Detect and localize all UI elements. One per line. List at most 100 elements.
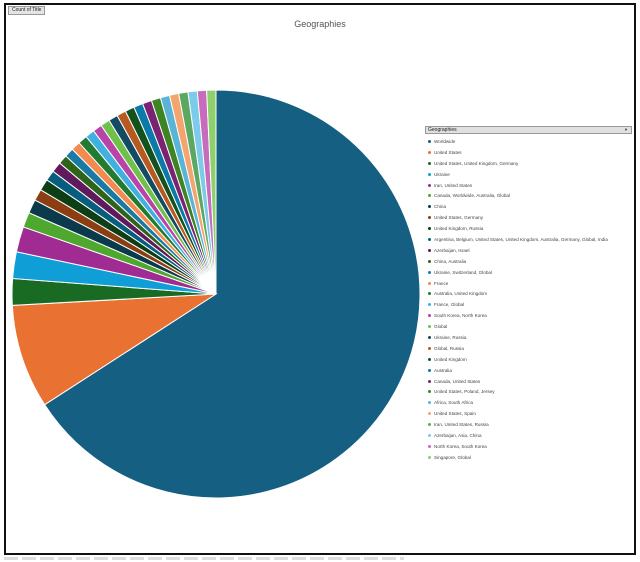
- legend-item[interactable]: Iran, United States: [425, 180, 632, 191]
- legend-item[interactable]: United States, Poland, Jersey: [425, 386, 632, 397]
- legend-label: United States, United Kingdom, Germany: [434, 160, 519, 166]
- legend-label: Australia, United Kingdom: [434, 291, 488, 297]
- legend-item[interactable]: Argentina, Belgium, United States, Unite…: [425, 234, 632, 245]
- legend-swatch-icon: [428, 368, 431, 372]
- legend-swatch-icon: [428, 270, 431, 274]
- pie-slice-29[interactable]: [206, 89, 217, 295]
- legend-item[interactable]: China, Australia: [425, 256, 632, 267]
- legend-swatch-icon: [428, 346, 431, 350]
- legend-item[interactable]: France, Global: [425, 299, 632, 310]
- legend-label: United States, Spain: [434, 411, 476, 417]
- legend-item[interactable]: United States, Germany: [425, 212, 632, 223]
- legend-swatch-icon: [428, 423, 431, 427]
- legend-swatch-icon: [428, 401, 431, 405]
- legend-label: South Korea, North Korea: [434, 313, 487, 319]
- legend-label: Ukraine: [434, 171, 450, 177]
- legend-item[interactable]: United States, Spain: [425, 408, 632, 419]
- legend-list: Worldwide United States United States, Uni…: [425, 136, 632, 463]
- legend-item[interactable]: Canada, Worldwide, Australia, Global: [425, 190, 632, 201]
- legend-label: North Korea, South Korea: [434, 443, 487, 449]
- legend-swatch-icon: [428, 314, 431, 318]
- legend-label: United States, Germany: [434, 215, 484, 221]
- legend-item[interactable]: China: [425, 201, 632, 212]
- legend-label: Iran, United States, Russia: [434, 422, 489, 428]
- legend-swatch-icon: [428, 248, 431, 252]
- pie-slice-1[interactable]: [11, 293, 218, 406]
- legend-swatch-icon: [428, 161, 431, 165]
- legend-swatch-icon: [428, 303, 431, 307]
- legend-item[interactable]: Australia, United Kingdom: [425, 288, 632, 299]
- legend-label: Ukraine, Russia: [434, 334, 467, 340]
- legend-label: China, Australia: [434, 258, 467, 264]
- legend-swatch-icon: [428, 335, 431, 339]
- legend-label: United Kingdom, Russia: [434, 226, 484, 232]
- legend-swatch-icon: [428, 325, 431, 329]
- legend-label: Ukraine, Switzerland, Global: [434, 269, 492, 275]
- legend-swatch-icon: [428, 259, 431, 263]
- legend-label: Canada, Worldwide, Australia, Global: [434, 193, 511, 199]
- legend-label: Argentina, Belgium, United States, Unite…: [434, 236, 608, 242]
- legend-label: Canada, United States: [434, 378, 481, 384]
- legend-label: Australia: [434, 367, 452, 373]
- taskbar-strip: [4, 557, 404, 560]
- legend-item[interactable]: Australia: [425, 365, 632, 376]
- legend-item[interactable]: Africa, South Africa: [425, 397, 632, 408]
- pie-slice-0[interactable]: [43, 89, 421, 499]
- legend-item[interactable]: Ukraine, Russia: [425, 332, 632, 343]
- legend-swatch-icon: [428, 357, 431, 361]
- legend-swatch-icon: [428, 281, 431, 285]
- legend-item[interactable]: United States: [425, 147, 632, 158]
- legend-filter-dropdown[interactable]: Geographies ▼: [425, 126, 632, 134]
- legend-item[interactable]: Ukraine, Switzerland, Global: [425, 267, 632, 278]
- legend-label: Global, Russia: [434, 345, 464, 351]
- legend-title: Geographies: [428, 127, 457, 133]
- chart-title: Geographies: [294, 19, 346, 29]
- legend-label: Singapore, Global: [434, 454, 471, 460]
- legend-item[interactable]: Worldwide: [425, 136, 632, 147]
- legend-swatch-icon: [428, 150, 431, 154]
- legend-swatch-icon: [428, 379, 431, 383]
- legend-label: Azerbaijan, Asia, China: [434, 432, 482, 438]
- legend-item[interactable]: Global, Russia: [425, 343, 632, 354]
- legend-label: Africa, South Africa: [434, 400, 474, 406]
- legend-label: China: [434, 204, 447, 210]
- legend-label: Iran, United States: [434, 182, 473, 188]
- legend-swatch-icon: [428, 227, 431, 231]
- legend-label: France, Global: [434, 302, 465, 308]
- legend-swatch-icon: [428, 237, 431, 241]
- legend-swatch-icon: [428, 139, 431, 143]
- legend-item[interactable]: Ukraine: [425, 169, 632, 180]
- legend-item[interactable]: United States, United Kingdom, Germany: [425, 158, 632, 169]
- legend-label: France: [434, 280, 449, 286]
- legend-item[interactable]: South Korea, North Korea: [425, 310, 632, 321]
- legend-label: United Kingdom: [434, 356, 467, 362]
- legend-swatch-icon: [428, 183, 431, 187]
- legend-item[interactable]: North Korea, South Korea: [425, 441, 632, 452]
- legend-swatch-icon: [428, 412, 431, 416]
- legend-swatch-icon: [428, 433, 431, 437]
- legend-item[interactable]: Azerbaijan, Asia, China: [425, 430, 632, 441]
- legend-item[interactable]: Iran, United States, Russia: [425, 419, 632, 430]
- legend-swatch-icon: [428, 172, 431, 176]
- legend-item[interactable]: France: [425, 278, 632, 289]
- legend-swatch-icon: [428, 455, 431, 459]
- legend-swatch-icon: [428, 444, 431, 448]
- legend-label: Azerbaijan, Israel: [434, 247, 470, 253]
- legend-label: United States, Poland, Jersey: [434, 389, 495, 395]
- legend-swatch-icon: [428, 390, 431, 394]
- legend-swatch-icon: [428, 292, 431, 296]
- legend-label: Worldwide: [434, 138, 456, 144]
- legend-label: United States: [434, 149, 462, 155]
- legend-swatch-icon: [428, 194, 431, 198]
- legend-item[interactable]: United Kingdom, Russia: [425, 223, 632, 234]
- legend-item[interactable]: Azerbaijan, Israel: [425, 245, 632, 256]
- field-button-count-of-title[interactable]: Count of Title: [8, 6, 46, 15]
- legend-label: Global: [434, 324, 448, 330]
- legend-item[interactable]: Singapore, Global: [425, 452, 632, 463]
- legend-item[interactable]: Global: [425, 321, 632, 332]
- legend-item[interactable]: Canada, United States: [425, 376, 632, 387]
- chevron-down-icon[interactable]: ▼: [624, 127, 628, 132]
- legend-item[interactable]: United Kingdom: [425, 354, 632, 365]
- legend-swatch-icon: [428, 205, 431, 209]
